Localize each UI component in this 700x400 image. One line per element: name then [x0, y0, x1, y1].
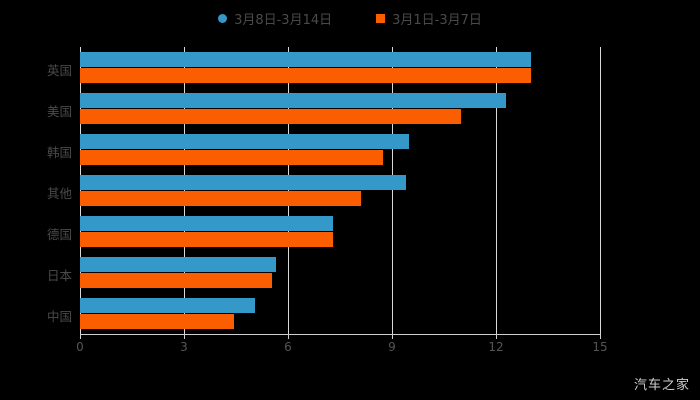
x-tick-mark — [184, 334, 185, 339]
gridline — [288, 47, 289, 334]
x-tick-label: 6 — [284, 340, 292, 354]
bar-series-1[interactable] — [80, 93, 507, 108]
bar-row — [80, 88, 600, 129]
x-tick-label: 0 — [76, 340, 84, 354]
bar-series-2[interactable] — [80, 191, 361, 206]
bar-series-1[interactable] — [80, 175, 406, 190]
bar-series-1[interactable] — [80, 257, 276, 272]
legend-item-series-2[interactable]: 3月1日-3月7日 — [376, 9, 482, 28]
gridline — [80, 47, 81, 334]
gridline — [392, 47, 393, 334]
bar-row — [80, 170, 600, 211]
y-axis-label: 英国 — [46, 62, 72, 78]
square-marker-icon — [376, 13, 386, 23]
plot-area — [80, 47, 601, 334]
y-axis-label: 其他 — [46, 185, 72, 201]
bar-series-2[interactable] — [80, 314, 235, 329]
y-axis-label: 韩国 — [46, 144, 72, 160]
bar-series-2[interactable] — [80, 273, 273, 288]
bar-series-1[interactable] — [80, 52, 531, 67]
circle-marker-icon — [218, 13, 228, 23]
x-tick-mark — [288, 334, 289, 339]
legend-label-series-1: 3月8日-3月14日 — [234, 12, 333, 28]
bar-row — [80, 47, 600, 88]
x-tick-mark — [80, 334, 81, 339]
x-tick-label: 9 — [388, 340, 396, 354]
bar-row — [80, 252, 600, 293]
bar-row — [80, 293, 600, 334]
y-axis-label: 德国 — [46, 226, 72, 242]
bar-series-1[interactable] — [80, 216, 334, 231]
bar-series-2[interactable] — [80, 109, 462, 124]
x-tick-label: 15 — [592, 340, 608, 354]
bar-series-2[interactable] — [80, 150, 384, 165]
x-axis-line — [80, 334, 600, 335]
x-tick-label: 3 — [180, 340, 188, 354]
gridline — [184, 47, 185, 334]
chart-legend: 3月8日-3月14日 3月1日-3月7日 — [0, 8, 700, 28]
bar-row — [80, 211, 600, 252]
bar-series-1[interactable] — [80, 134, 410, 149]
x-tick-mark — [496, 334, 497, 339]
bar-row — [80, 129, 600, 170]
legend-label-series-2: 3月1日-3月7日 — [392, 12, 482, 28]
bar-series-2[interactable] — [80, 232, 334, 247]
gridline — [600, 47, 601, 334]
x-tick-mark — [600, 334, 601, 339]
gridline — [496, 47, 497, 334]
bar-series-2[interactable] — [80, 68, 531, 83]
watermark: 汽车之家 — [633, 378, 690, 393]
bar-series-1[interactable] — [80, 298, 256, 313]
y-axis-label: 美国 — [46, 103, 72, 119]
y-axis-label: 日本 — [46, 267, 72, 283]
x-tick-mark — [392, 334, 393, 339]
x-tick-label: 12 — [488, 340, 504, 354]
legend-item-series-1[interactable]: 3月8日-3月14日 — [218, 9, 332, 28]
y-axis-label: 中国 — [46, 308, 72, 324]
